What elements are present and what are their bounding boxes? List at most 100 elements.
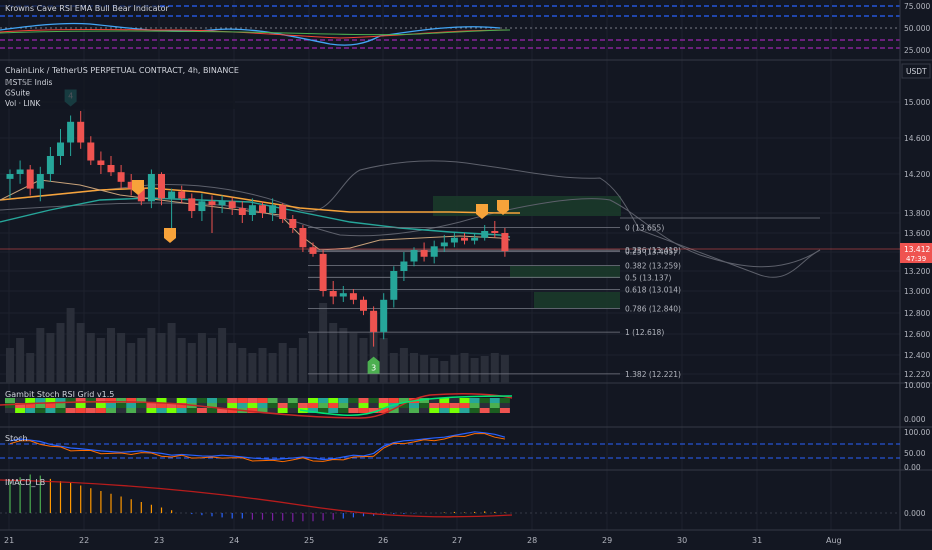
volume-bar bbox=[349, 333, 358, 383]
volume-bar bbox=[470, 358, 479, 383]
grid-cell bbox=[328, 408, 339, 413]
imacd-signal-line bbox=[0, 479, 513, 518]
gambit-title: Gambit Stoch RSI Grid v1.5 bbox=[5, 390, 114, 399]
grid-cell bbox=[449, 398, 460, 403]
stoch-d-line bbox=[9, 433, 505, 463]
volume-bar bbox=[96, 338, 105, 383]
orange-marker bbox=[164, 228, 176, 243]
grid-cell bbox=[146, 408, 157, 413]
grid-cell bbox=[338, 398, 349, 403]
grid-cell bbox=[287, 398, 298, 403]
volume-bar bbox=[26, 353, 35, 383]
candle-body bbox=[370, 310, 378, 332]
imacd-axis-tick: 0.000 bbox=[904, 509, 926, 518]
price-axis-tick: 13.600 bbox=[904, 229, 930, 238]
grid-cell bbox=[116, 398, 127, 403]
grid-cell bbox=[297, 403, 308, 408]
legend-entry: 𝕄ST𝕊𝔼 Indis bbox=[5, 78, 52, 87]
grid-cell bbox=[217, 408, 228, 413]
candle-body bbox=[440, 242, 448, 247]
candle-body bbox=[87, 142, 95, 161]
price-axis-tick: 12.600 bbox=[904, 330, 930, 339]
candle-body bbox=[289, 219, 297, 228]
volume-bar bbox=[238, 348, 247, 383]
grid-cell bbox=[409, 403, 419, 408]
grid-cell bbox=[267, 398, 278, 403]
candle-body bbox=[46, 156, 54, 174]
cloud-upper bbox=[0, 160, 821, 278]
grid-cell bbox=[398, 398, 409, 403]
candle-body bbox=[481, 231, 489, 238]
candle-body bbox=[127, 181, 135, 189]
time-axis-tick: 21 bbox=[4, 536, 14, 545]
krowns-axis-tick: 75.000 bbox=[904, 2, 930, 11]
rsi-ema-green bbox=[0, 29, 511, 36]
grid-cell bbox=[176, 398, 187, 403]
candle-body bbox=[218, 201, 226, 206]
volume-bar bbox=[167, 323, 176, 383]
grid-cell bbox=[136, 403, 147, 408]
candle-body bbox=[26, 169, 34, 189]
volume-bar bbox=[157, 333, 166, 383]
grid-cell bbox=[489, 398, 500, 403]
grid-cell bbox=[348, 408, 359, 413]
candle-body bbox=[117, 172, 125, 182]
candle-body bbox=[410, 250, 418, 262]
grid-cell bbox=[55, 398, 66, 403]
volume-bar bbox=[319, 303, 328, 383]
grid-cell bbox=[287, 403, 298, 408]
candle-body bbox=[279, 205, 287, 219]
volume-bar bbox=[410, 353, 418, 383]
price-axis-tick: 14.200 bbox=[904, 170, 930, 179]
volume-bar bbox=[460, 353, 469, 383]
grid-cell bbox=[106, 398, 116, 403]
legend-entry: Vol · LINK bbox=[5, 99, 41, 108]
grid-cell bbox=[287, 408, 298, 413]
orange-marker bbox=[476, 204, 488, 219]
title-bg bbox=[0, 63, 235, 109]
volume-bar bbox=[298, 338, 307, 383]
grid-cell bbox=[388, 398, 399, 403]
candle-body bbox=[471, 237, 479, 241]
zone bbox=[534, 292, 620, 308]
grid-cell bbox=[65, 408, 76, 413]
volume-bar bbox=[288, 348, 297, 383]
grid-cell bbox=[136, 408, 147, 413]
candle-body bbox=[269, 205, 277, 213]
rsi-ema-red bbox=[0, 29, 511, 39]
grid-cell bbox=[459, 403, 470, 408]
grid-cell bbox=[15, 408, 26, 413]
grid-cell bbox=[469, 408, 480, 413]
grid-cell bbox=[439, 398, 450, 403]
volume-bar bbox=[420, 355, 429, 383]
grid-cell bbox=[176, 408, 187, 413]
grid-cell bbox=[126, 403, 137, 408]
fib-label: 1.382 (12.221) bbox=[625, 370, 681, 379]
candle-body bbox=[188, 198, 196, 212]
grid-cell bbox=[126, 398, 137, 403]
time-axis-tick: 28 bbox=[527, 536, 537, 545]
grid-cell bbox=[95, 403, 106, 408]
grid-cell bbox=[499, 398, 510, 403]
ma-orange bbox=[0, 187, 520, 214]
grid-cell bbox=[5, 398, 15, 403]
candle-body bbox=[137, 188, 145, 202]
grid-cell bbox=[469, 398, 480, 403]
grid-cell bbox=[358, 408, 369, 413]
grid-cell bbox=[227, 403, 238, 408]
grid-cell bbox=[388, 408, 399, 413]
grid-cell bbox=[217, 398, 228, 403]
candle-body bbox=[319, 253, 327, 291]
volume-bar bbox=[86, 333, 95, 383]
grid-cell bbox=[25, 408, 36, 413]
volume-bar bbox=[46, 333, 55, 383]
candle-body bbox=[430, 246, 438, 257]
krowns-axis-tick: 50.000 bbox=[904, 24, 930, 33]
gambit-red-line bbox=[0, 393, 513, 419]
grid-cell bbox=[419, 403, 430, 408]
candle-body bbox=[360, 299, 367, 311]
grid-cell bbox=[489, 408, 500, 413]
volume-bar bbox=[440, 361, 449, 383]
candle-body bbox=[158, 174, 165, 199]
grid-cell bbox=[358, 398, 369, 403]
